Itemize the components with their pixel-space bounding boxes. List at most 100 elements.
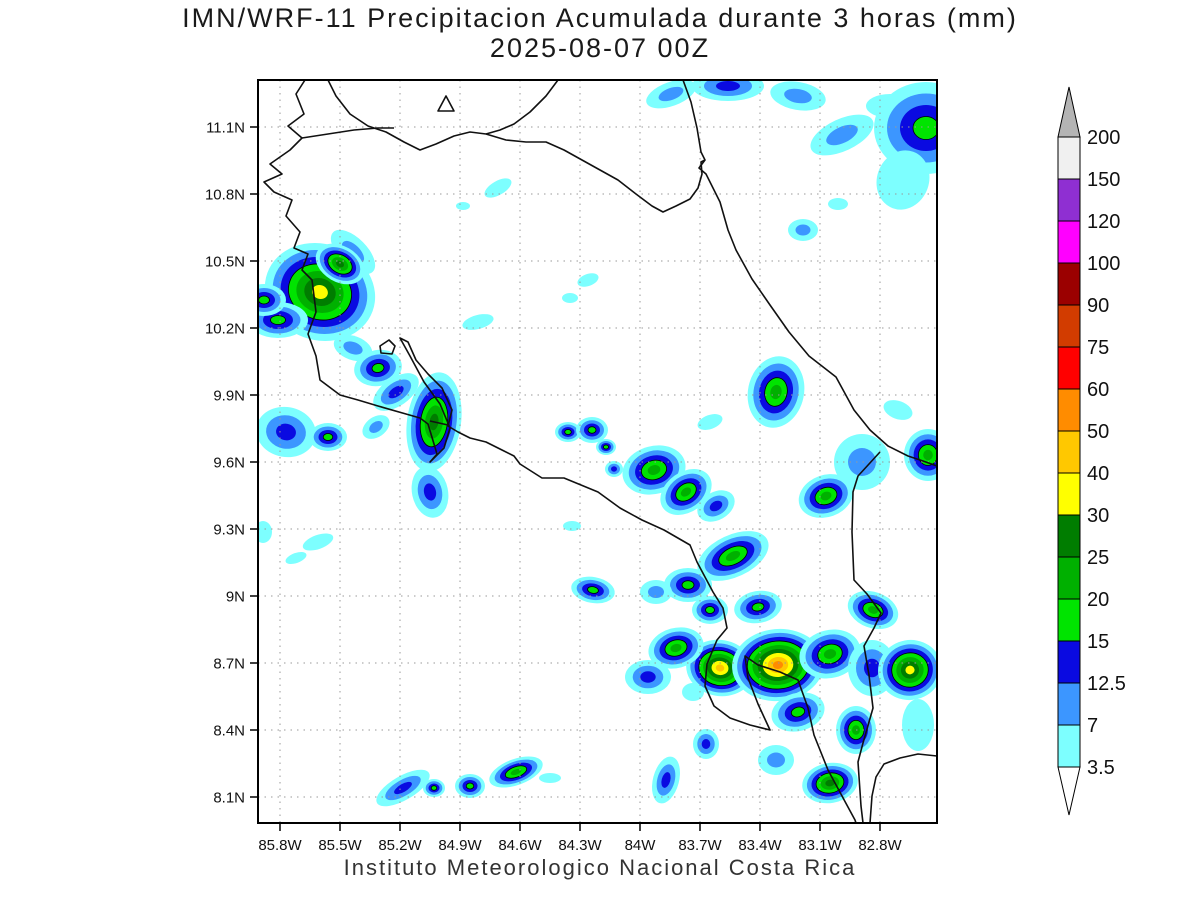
precip-cell [625,660,671,694]
precip-cell [734,590,782,624]
precip-cell [693,729,719,759]
map-plot-area [258,80,937,823]
y-tick-label: 8.7N [213,655,245,672]
precip-contour-fill [562,293,578,303]
precip-contour-fill [312,284,328,300]
precip-contour-fill [902,699,934,751]
colorbar-segment [1057,556,1081,600]
colorbar-label: 30 [1087,505,1109,527]
precip-cell [876,150,930,210]
y-tick-label: 8.1N [213,789,245,806]
precip-contour-fill [709,500,723,512]
y-tick-label: 11.1N [206,119,245,136]
precip-contour-fill [258,295,270,305]
precip-contour-fill [795,224,811,236]
precip-cell [456,202,470,210]
colorbar-segment [1057,220,1081,264]
precip-contour-fill [302,533,334,551]
precip-cell [802,762,858,804]
precip-cell [770,81,826,111]
x-tick-label: 83.1W [798,837,842,854]
precip-cell [810,114,874,156]
precip-contour-fill [715,664,725,672]
page-title: IMN/WRF-11 Precipitacion Acumulada duran… [182,3,1018,33]
precip-contour-fill [784,88,812,104]
precip-cell [562,293,578,303]
page-datetime: 2025-08-07 00Z [489,33,711,63]
precip-cell [646,80,696,109]
precip-contour-fill [394,781,412,795]
coastline [437,95,455,112]
precip-cell [309,423,347,451]
precip-contour-fill [876,150,930,210]
precip-contour-fill [716,81,740,91]
precip-cell [798,474,854,518]
precip-cell [258,284,286,316]
precip-contour-fill [848,448,876,476]
precip-cell [455,774,485,798]
precip-cell [883,400,913,420]
precip-cell [258,406,316,458]
coastline [682,80,937,467]
precip-cell [648,627,704,669]
precip-contour-fill [371,363,385,373]
colorbar-label: 25 [1087,547,1109,569]
precip-cell [302,533,334,551]
precip-contour-fill [790,706,806,718]
colorbar-segment [1057,682,1081,726]
precip-cell [376,769,430,807]
x-tick-label: 84.3W [558,837,602,854]
x-tick-label: 84W [625,837,657,854]
precip-contour-fill [564,429,572,435]
precip-cell [697,490,735,522]
coastline [301,127,394,139]
colorbar-arrow-above [1057,86,1081,138]
y-tick-label: 10.8N [205,186,245,203]
precip-cell [354,349,402,387]
precip-contour-fill [820,491,832,501]
colorbar-label: 75 [1087,337,1109,359]
precip-contour-fill [258,521,272,543]
colorbar-segment [1057,724,1081,768]
precip-cell [563,521,581,531]
precip-contour-fill [647,465,661,475]
precip-contour-fill [484,178,512,198]
precip-contour-fill [661,772,671,788]
precip-contour-fill [680,487,692,497]
precip-contour-fill [826,124,858,146]
colorbar-label: 20 [1087,589,1109,611]
precip-cell [411,466,449,518]
precip-cell [315,243,365,285]
precip-contour-fill [510,768,522,776]
x-tick-label: 84.6W [498,837,542,854]
precip-contour-fill [587,426,597,434]
colorbar-segment [1057,472,1081,516]
precip-cell [660,469,712,515]
precip-contour-fill [611,466,617,472]
colorbar-label: 200 [1087,127,1120,149]
precip-cell [828,198,848,210]
y-tick-label: 10.2N [205,320,245,337]
precip-cell [489,756,543,788]
precip-cell [692,80,764,101]
colorbar-segment [1057,262,1081,306]
coastline [485,80,559,135]
precip-contour-fill [335,260,345,268]
precip-contour-fill [770,384,782,400]
precip-contour-fill [697,414,723,430]
precip-contour-fill [670,643,682,653]
precip-contour-fill [462,314,494,330]
precip-cell [664,568,712,602]
precip-cell [758,745,794,775]
precip-cell [576,417,608,443]
precip-cell [484,178,512,198]
y-tick-label: 8.4N [213,722,245,739]
colorbar-label: 60 [1087,379,1109,401]
colorbar-label: 3.5 [1087,757,1115,779]
precip-contour-fill [270,315,286,325]
precip-cell [902,699,934,751]
precip-cell [577,273,599,287]
precip-contour-fill [867,606,879,614]
precip-contour-fill [430,785,438,791]
